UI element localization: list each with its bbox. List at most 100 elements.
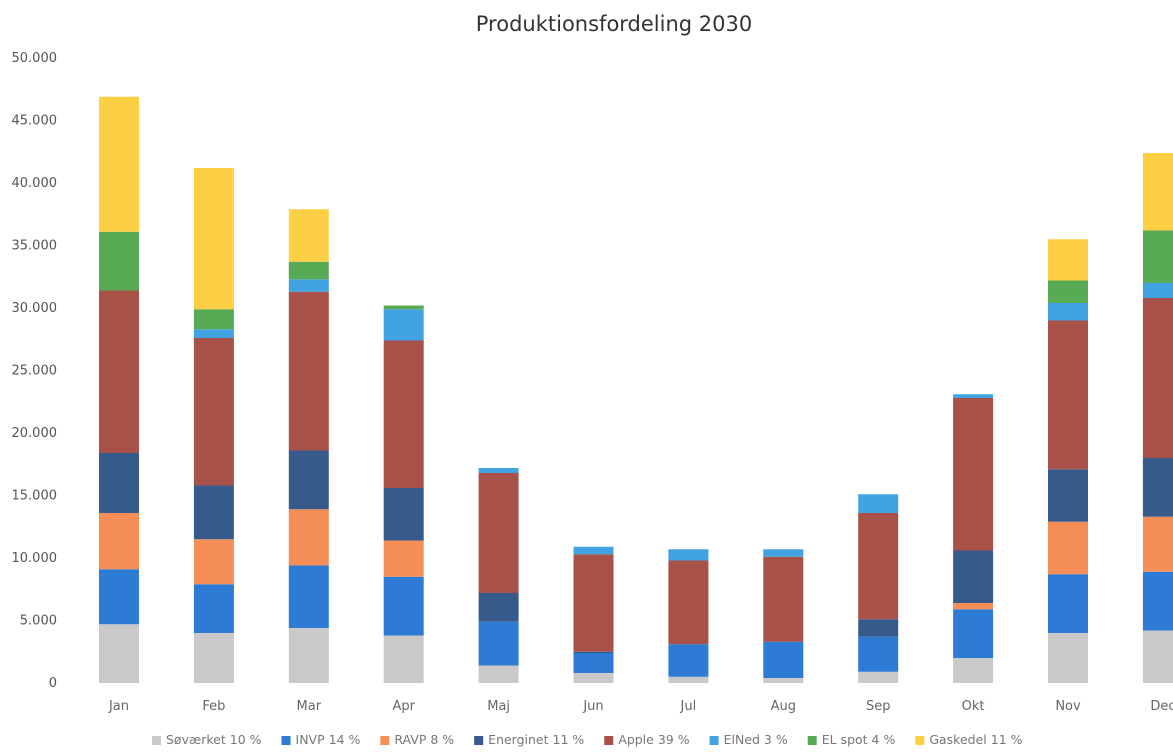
legend-label: Søværket 10 % — [166, 732, 262, 747]
y-tick-label: 25.000 — [12, 364, 58, 379]
bar-segment — [288, 279, 329, 292]
legend-label: INVP 14 % — [296, 732, 361, 747]
bar-segment — [99, 231, 139, 291]
y-tick-label: 45.000 — [12, 114, 58, 129]
bar-segment — [99, 290, 139, 453]
bar-stack-mar — [288, 209, 329, 683]
bar-segment — [573, 554, 614, 652]
y-tick-label: 0 — [49, 676, 57, 691]
bar-segment — [763, 678, 804, 683]
bar-segment — [1048, 239, 1088, 281]
bar-segment — [99, 569, 139, 625]
x-tick-label: Maj — [487, 699, 510, 714]
bar-segment — [193, 584, 234, 633]
bar-segment — [288, 509, 329, 566]
x-tick-label: Jun — [582, 699, 603, 714]
bar-segment — [668, 676, 709, 683]
legend: Søværket 10 % INVP 14 % RAVP 8 % Energinet … — [152, 732, 1023, 747]
bar-segment — [953, 394, 994, 398]
legend-swatch — [807, 736, 817, 745]
legend-swatch — [915, 736, 925, 745]
bar-segment — [478, 473, 519, 593]
legend-label: ElNed 3 % — [724, 732, 788, 747]
bar-stack-feb — [193, 168, 234, 683]
bar-segment — [953, 609, 994, 658]
legend-label: Gaskedel 11 % — [929, 732, 1022, 747]
bar-stack-maj — [478, 468, 519, 683]
bar-segment — [193, 485, 234, 540]
bar-segment — [1048, 280, 1088, 303]
bar-segment — [668, 549, 709, 561]
bar-segment — [99, 96, 139, 232]
bar-segment — [953, 658, 994, 683]
bar-stack-okt — [953, 394, 994, 683]
y-tick-label: 40.000 — [12, 176, 58, 191]
bar-segment — [193, 168, 234, 310]
legend-label: RAVP 8 % — [394, 732, 454, 747]
bar-segment — [193, 539, 234, 585]
legend-item: Energinet 11 % — [474, 732, 584, 747]
bar-segment — [288, 565, 329, 628]
bar-segment — [1142, 516, 1173, 572]
bar-segment — [1048, 320, 1088, 470]
bar-segment — [1142, 571, 1173, 631]
legend-swatch — [380, 736, 390, 745]
bar-segment — [1048, 633, 1088, 683]
bar-segment — [288, 209, 329, 262]
bar-segment — [573, 651, 614, 653]
x-tick-label: Mar — [297, 699, 322, 714]
y-tick-label: 15.000 — [12, 489, 58, 504]
x-tick-label: Aug — [771, 699, 796, 714]
bar-segment — [573, 653, 614, 673]
bar-segment — [858, 494, 899, 513]
bar-segment — [1048, 469, 1088, 522]
bar-segment — [288, 628, 329, 683]
bar-segment — [288, 291, 329, 451]
bar-stack-apr — [383, 305, 424, 683]
legend-item: Apple 39 % — [604, 732, 690, 747]
bar-segment — [383, 488, 424, 541]
bar-segment — [1048, 521, 1088, 575]
bar-segment — [99, 513, 139, 570]
bar-segment — [478, 621, 519, 666]
legend-label: Energinet 11 % — [488, 732, 584, 747]
x-tick-label: Sep — [866, 699, 891, 714]
bar-segment — [573, 673, 614, 683]
bar-stack-jan — [99, 96, 139, 683]
bar-segment — [193, 338, 234, 486]
legend-label: Apple 39 % — [618, 732, 689, 747]
x-tick-label: Dec — [1150, 699, 1173, 714]
bar-segment — [953, 550, 994, 603]
bar-segment — [763, 549, 804, 557]
bar-stack-sep — [858, 494, 899, 683]
bar-segment — [383, 340, 424, 488]
bar-segment — [858, 513, 899, 620]
legend-item: RAVP 8 % — [380, 732, 454, 747]
bar-segment — [383, 635, 424, 683]
bar-segment — [668, 560, 709, 645]
bar-segment — [953, 398, 994, 551]
x-axis-tick-labels: Jan Feb Mar Apr Maj Jun Jul Aug Sep Okt Nov Dec — [108, 699, 1173, 714]
bar-segment — [99, 453, 139, 513]
bar-segment — [668, 644, 709, 677]
x-tick-label: Apr — [392, 699, 415, 714]
bar-segment — [193, 329, 234, 338]
bar-segment — [383, 305, 424, 310]
legend-swatch — [604, 736, 614, 745]
bar-stack-jun — [573, 546, 614, 683]
legend-swatch — [152, 736, 161, 745]
chart-title: Produktionsfordeling 2030 — [476, 12, 752, 36]
bar-segment — [288, 450, 329, 510]
bar-segment — [858, 671, 899, 683]
bar-segment — [99, 624, 139, 683]
bar-segment — [1142, 630, 1173, 683]
x-tick-label: Okt — [962, 699, 985, 714]
stacked-bars — [99, 96, 1173, 683]
bar-segment — [478, 468, 519, 473]
bar-stack-jul — [668, 549, 709, 683]
x-tick-label: Jan — [108, 699, 129, 714]
bar-segment — [1142, 153, 1173, 231]
legend-item: ElNed 3 % — [709, 732, 788, 747]
legend-swatch — [281, 736, 291, 745]
